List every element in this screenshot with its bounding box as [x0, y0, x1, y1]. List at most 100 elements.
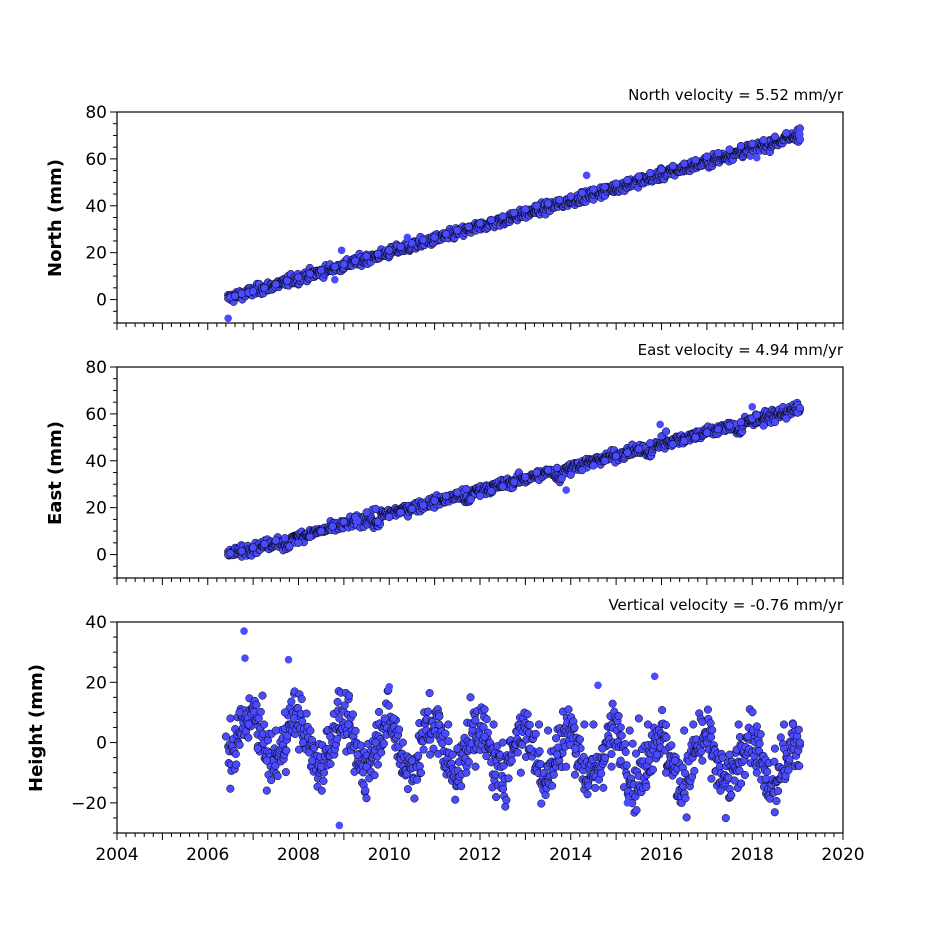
height-point — [326, 732, 335, 741]
height-point — [564, 705, 573, 714]
east-y-tick-label: 0 — [96, 546, 107, 566]
height-point — [608, 699, 617, 708]
height-point — [262, 786, 271, 795]
height-point — [770, 808, 779, 817]
height-point — [597, 769, 606, 778]
height-point — [414, 751, 423, 760]
east-point — [285, 542, 294, 551]
height-point — [761, 774, 770, 783]
north-point — [770, 132, 779, 141]
north-point — [714, 148, 723, 158]
east-point — [362, 508, 371, 517]
north-point — [623, 175, 632, 185]
north-point — [589, 185, 598, 194]
east-point — [680, 436, 689, 445]
height-point — [779, 720, 789, 729]
height-point — [785, 755, 794, 764]
height-point — [319, 776, 328, 786]
east-point — [725, 421, 734, 430]
height-point — [617, 731, 626, 740]
height-point — [772, 796, 781, 806]
height-point — [403, 785, 412, 794]
north-point — [330, 262, 339, 271]
height-point — [516, 768, 525, 777]
east-point — [668, 440, 677, 449]
height-point — [231, 749, 240, 759]
north-point — [646, 168, 655, 178]
east-point — [385, 512, 394, 522]
height-point — [423, 707, 433, 716]
north-outlier-point — [224, 314, 232, 323]
height-point — [795, 738, 804, 747]
height-point — [344, 691, 354, 700]
north-axis-label: North (mm) — [45, 159, 66, 277]
height-point — [776, 733, 785, 742]
east-point — [396, 508, 405, 517]
north-point — [498, 212, 507, 221]
height-y-tick-label: 0 — [96, 734, 107, 754]
height-y-tick-label: 40 — [85, 613, 107, 633]
east-point — [430, 496, 439, 505]
height-point — [244, 720, 253, 729]
height-point — [662, 733, 671, 742]
east-point — [600, 456, 609, 465]
height-point — [444, 720, 453, 729]
height-point — [492, 792, 501, 802]
height-point — [607, 762, 616, 771]
height-point — [441, 729, 450, 738]
height-outlier-point — [594, 681, 602, 690]
height-point — [625, 726, 634, 735]
north-plot-frame — [116, 111, 844, 324]
east-point — [578, 466, 587, 475]
height-point — [435, 712, 444, 721]
height-point — [499, 784, 508, 793]
height-point — [525, 744, 534, 753]
height-point — [725, 750, 734, 759]
height-point — [306, 726, 315, 735]
north-point — [702, 152, 711, 161]
height-panel: Vertical velocity = -0.76 mm/yr Height (… — [26, 596, 865, 865]
north-points-layer — [224, 124, 804, 323]
height-outlier-point — [241, 654, 249, 662]
height-point — [235, 740, 244, 749]
north-point — [373, 249, 382, 258]
height-point — [703, 705, 712, 714]
height-point — [482, 715, 491, 724]
north-point — [271, 280, 280, 289]
north-point — [555, 195, 564, 204]
height-point — [571, 744, 580, 753]
north-outlier-point — [403, 233, 412, 242]
height-point — [457, 782, 466, 791]
north-point — [351, 256, 360, 265]
east-outlier-point — [353, 516, 362, 525]
height-outlier-point — [335, 821, 344, 830]
height-point — [326, 759, 335, 769]
north-point — [612, 179, 621, 188]
height-point — [737, 779, 746, 788]
north-point — [509, 208, 519, 217]
east-point — [419, 501, 428, 510]
height-point — [697, 747, 706, 756]
height-point — [435, 720, 444, 729]
height-point — [281, 768, 290, 777]
height-point — [740, 770, 749, 780]
height-point — [232, 760, 241, 769]
x-tick-label: 2016 — [640, 845, 683, 865]
height-point — [681, 794, 690, 803]
height-point — [616, 756, 625, 765]
height-y-tick-label: 20 — [85, 673, 107, 693]
height-point — [671, 756, 680, 765]
height-point — [317, 762, 326, 771]
height-point — [374, 707, 384, 716]
height-point — [534, 720, 544, 729]
height-point — [707, 774, 716, 783]
north-point — [521, 205, 530, 214]
height-point — [698, 756, 707, 765]
height-point — [774, 786, 783, 796]
height-point — [570, 723, 579, 732]
north-point — [487, 215, 496, 224]
height-point — [682, 813, 691, 822]
north-point — [725, 145, 734, 154]
height-point — [748, 708, 757, 717]
east-point — [339, 517, 348, 526]
